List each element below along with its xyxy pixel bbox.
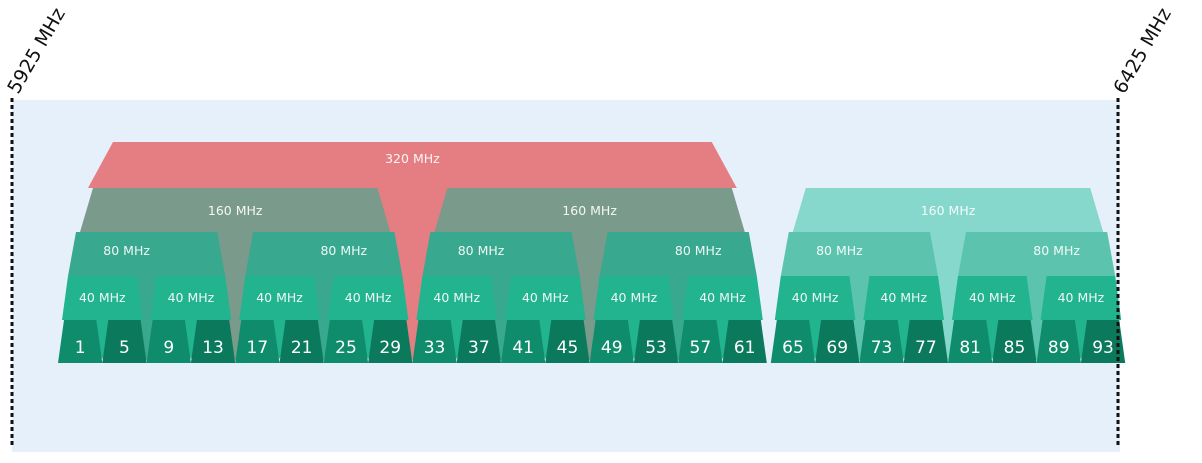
channel-label-49: 49 [601,338,623,358]
w80-band-label-6: 80 MHz [1033,243,1080,258]
channel-37 [456,320,501,363]
channel-65 [770,320,816,363]
channel-33 [412,320,457,363]
channel-label-81: 81 [959,338,981,358]
w80-band-2 [245,232,403,361]
w40-band-6 [505,276,586,359]
channel-label-89: 89 [1048,338,1070,358]
channel-label-17: 17 [247,338,269,358]
w40-band-label-11: 40 MHz [969,290,1016,305]
w40-band-9 [774,276,856,359]
w40-band-12 [1040,276,1122,359]
w80-band-3 [422,232,580,361]
w40-band-label-4: 40 MHz [345,290,392,305]
channel-81 [948,320,993,363]
channel-57 [678,320,723,363]
channel-41 [501,320,546,363]
channel-label-85: 85 [1004,338,1026,358]
channel-label-73: 73 [871,338,893,358]
channel-21 [279,320,324,363]
w40-band-label-8: 40 MHz [699,290,746,305]
channel-17 [235,320,280,363]
w80-band-6 [958,232,1116,361]
w160-band-1 [80,188,391,361]
channel-93 [1080,320,1126,363]
channel-label-77: 77 [915,338,937,358]
w40-band-label-6: 40 MHz [522,290,569,305]
channel-label-69: 69 [826,338,848,358]
w40-band-label-2: 40 MHz [168,290,215,305]
w40-band-label-12: 40 MHz [1058,290,1105,305]
w160-band-label-1: 160 MHz [208,203,263,218]
channel-13 [190,320,236,363]
channel-29 [368,320,413,363]
channel-label-57: 57 [690,338,712,358]
channel-label-61: 61 [734,338,756,358]
channel-label-37: 37 [468,338,490,358]
w80-band-label-4: 80 MHz [675,243,722,258]
channel-label-93: 93 [1092,338,1114,358]
channel-73 [859,320,904,363]
w40-band-3 [239,276,320,359]
channel-label-33: 33 [424,338,446,358]
channel-77 [903,320,948,363]
w80-band-label-3: 80 MHz [458,243,505,258]
channel-label-45: 45 [557,338,579,358]
channel-61 [722,320,767,363]
channel-label-21: 21 [291,338,313,358]
w40-band-5 [416,276,497,359]
w40-band-label-9: 40 MHz [792,290,839,305]
w80-band-label-5: 80 MHz [816,243,863,258]
w40-band-label-5: 40 MHz [433,290,480,305]
w40-band-label-7: 40 MHz [611,290,658,305]
channel-label-41: 41 [512,338,534,358]
channel-label-29: 29 [379,338,401,358]
w40-band-7 [593,276,675,359]
channel-label-25: 25 [335,338,357,358]
channel-label-9: 9 [163,338,174,358]
w40-band-label-3: 40 MHz [256,290,303,305]
channel-5 [102,320,147,363]
channel-89 [1036,320,1081,363]
w160-band-2 [434,188,745,361]
channel-label-5: 5 [119,338,130,358]
channel-label-65: 65 [782,338,804,358]
w80-band-5 [780,232,938,361]
w320-band-1 [88,142,737,361]
w80-band-4 [599,232,757,361]
w40-band-label-1: 40 MHz [79,290,126,305]
w40-band-10 [863,276,944,359]
w40-band-11 [952,276,1033,359]
channel-9 [146,320,191,363]
channel-69 [815,320,860,363]
channel-label-53: 53 [645,338,667,358]
w40-band-label-10: 40 MHz [880,290,927,305]
w160-band-label-2: 160 MHz [562,203,617,218]
w80-band-label-1: 80 MHz [103,243,150,258]
channel-85 [992,320,1037,363]
edge-label-high: 6425 MHz [1109,4,1176,97]
w40-band-1 [62,276,143,359]
w320-band-label-1: 320 MHz [385,151,440,166]
w80-band-label-2: 80 MHz [320,243,367,258]
w40-band-4 [327,276,409,359]
w160-band-3 [792,188,1104,361]
edge-label-low: 5925 MHz [3,4,70,97]
channel-label-13: 13 [202,338,224,358]
channel-45 [545,320,590,363]
w40-band-8 [682,276,763,359]
channel-53 [633,320,679,363]
channel-25 [323,320,369,363]
w40-band-2 [150,276,232,359]
w160-band-label-3: 160 MHz [921,203,976,218]
channel-1 [58,320,103,363]
channel-49 [589,320,634,363]
channel-label-1: 1 [75,338,86,358]
w80-band-1 [68,232,226,361]
